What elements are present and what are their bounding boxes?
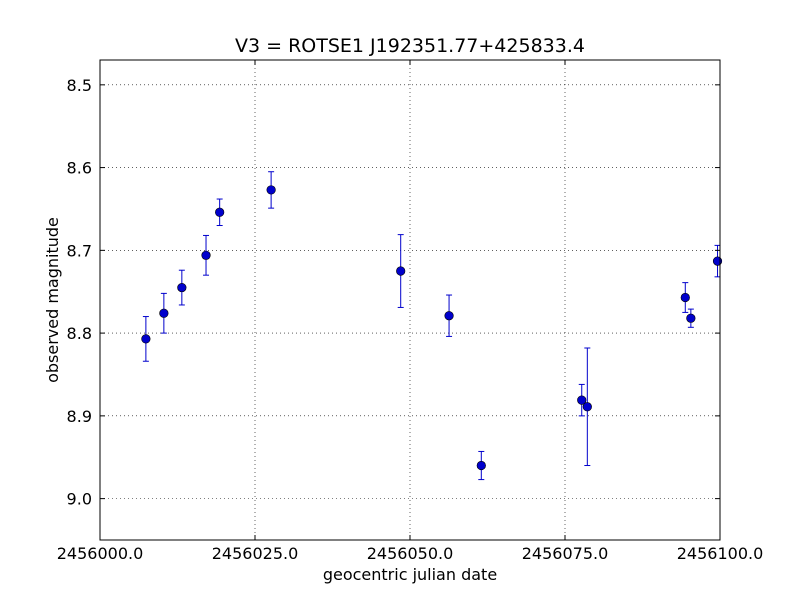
data-point bbox=[266, 171, 276, 209]
x-tick-label: 2456050.0 bbox=[367, 544, 454, 563]
data-point bbox=[215, 198, 225, 227]
data-point bbox=[444, 294, 454, 337]
data-marker bbox=[141, 334, 151, 344]
x-tick-label: 2456000.0 bbox=[57, 544, 144, 563]
data-marker bbox=[444, 311, 454, 321]
y-tick-label: 9.0 bbox=[67, 490, 92, 509]
data-point bbox=[177, 269, 187, 306]
data-point bbox=[201, 234, 211, 276]
data-marker bbox=[577, 395, 587, 405]
x-tick-label: 2456100.0 bbox=[677, 544, 764, 563]
y-axis-label: observed magnitude bbox=[43, 217, 62, 383]
y-tick-label: 8.5 bbox=[67, 76, 92, 95]
y-tick-label: 8.8 bbox=[67, 324, 92, 343]
x-axis-label: geocentric julian date bbox=[323, 565, 497, 584]
x-tick-label: 2456075.0 bbox=[522, 544, 609, 563]
y-tick-label: 8.9 bbox=[67, 407, 92, 426]
chart-title: V3 = ROTSE1 J192351.77+425833.4 bbox=[235, 35, 585, 57]
data-marker bbox=[396, 266, 406, 276]
data-marker bbox=[680, 292, 690, 303]
data-marker bbox=[582, 402, 592, 412]
data-marker bbox=[686, 313, 696, 323]
data-point bbox=[577, 383, 587, 417]
data-marker bbox=[177, 282, 187, 293]
data-series bbox=[141, 171, 723, 481]
data-point bbox=[686, 308, 696, 328]
y-tick-label: 8.6 bbox=[67, 159, 92, 178]
data-point bbox=[582, 347, 592, 467]
data-point bbox=[159, 292, 169, 334]
data-marker bbox=[712, 256, 723, 266]
data-point bbox=[476, 450, 486, 481]
y-tick-label: 8.7 bbox=[67, 241, 92, 260]
data-point bbox=[680, 282, 690, 313]
ticks: 2456000.0 2456025.0 2456050.0 2456075.0 2456… bbox=[57, 60, 764, 563]
grid bbox=[100, 60, 720, 540]
data-marker bbox=[201, 250, 211, 260]
data-marker bbox=[476, 460, 486, 471]
x-tick-label: 2456025.0 bbox=[212, 544, 299, 563]
data-marker bbox=[159, 308, 169, 318]
data-marker bbox=[215, 207, 225, 217]
data-point bbox=[396, 234, 406, 308]
data-point bbox=[141, 316, 151, 362]
data-marker bbox=[266, 185, 276, 195]
